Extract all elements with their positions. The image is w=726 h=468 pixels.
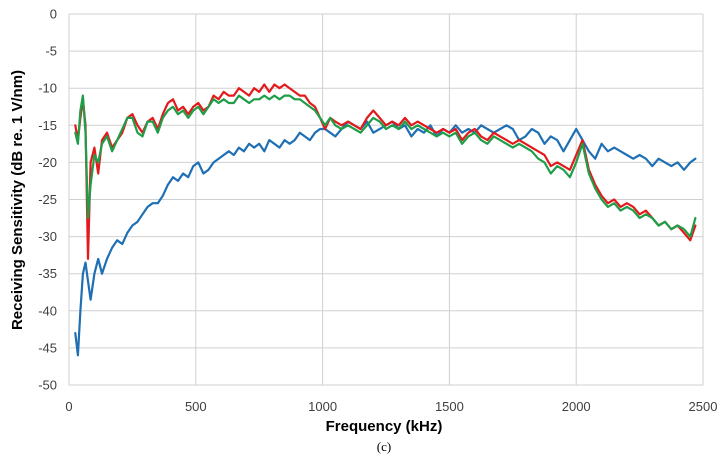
- series-line-1: [74, 120, 697, 357]
- y-tick-label: 0: [50, 7, 57, 22]
- x-tick-label: 500: [185, 399, 207, 414]
- y-tick-label: -35: [38, 266, 57, 281]
- figure-caption: (c): [377, 439, 391, 454]
- y-gridlines: [69, 13, 703, 386]
- series-line-3: [74, 94, 697, 238]
- y-tick-label: -15: [38, 118, 57, 133]
- y-tick-label: -45: [38, 340, 57, 355]
- x-tick-labels: 0 500 1000 1500 2000 2500: [65, 399, 717, 414]
- y-axis-title: Receiving Sensitivity (dB re. 1 V/nm): [9, 70, 26, 330]
- y-tick-label: -20: [38, 155, 57, 170]
- y-tick-label: -10: [38, 81, 57, 96]
- x-tick-label: 2500: [689, 399, 718, 414]
- x-tick-label: 1500: [435, 399, 464, 414]
- x-tick-label: 1000: [308, 399, 337, 414]
- x-tick-label: 2000: [562, 399, 591, 414]
- series-layer: [74, 83, 697, 357]
- y-tick-label: -40: [38, 303, 57, 318]
- y-tick-labels: 0 -5 -10 -15 -20 -25 -30 -35 -40 -45 -50: [38, 7, 57, 393]
- y-tick-label: -5: [45, 44, 57, 59]
- x-axis-title: Frequency (kHz): [326, 418, 443, 435]
- y-tick-label: -50: [38, 378, 57, 393]
- x-gridlines: [68, 14, 704, 385]
- y-tick-label: -30: [38, 229, 57, 244]
- series-line-2: [74, 83, 697, 260]
- y-tick-label: -25: [38, 192, 57, 207]
- x-tick-label: 0: [65, 399, 72, 414]
